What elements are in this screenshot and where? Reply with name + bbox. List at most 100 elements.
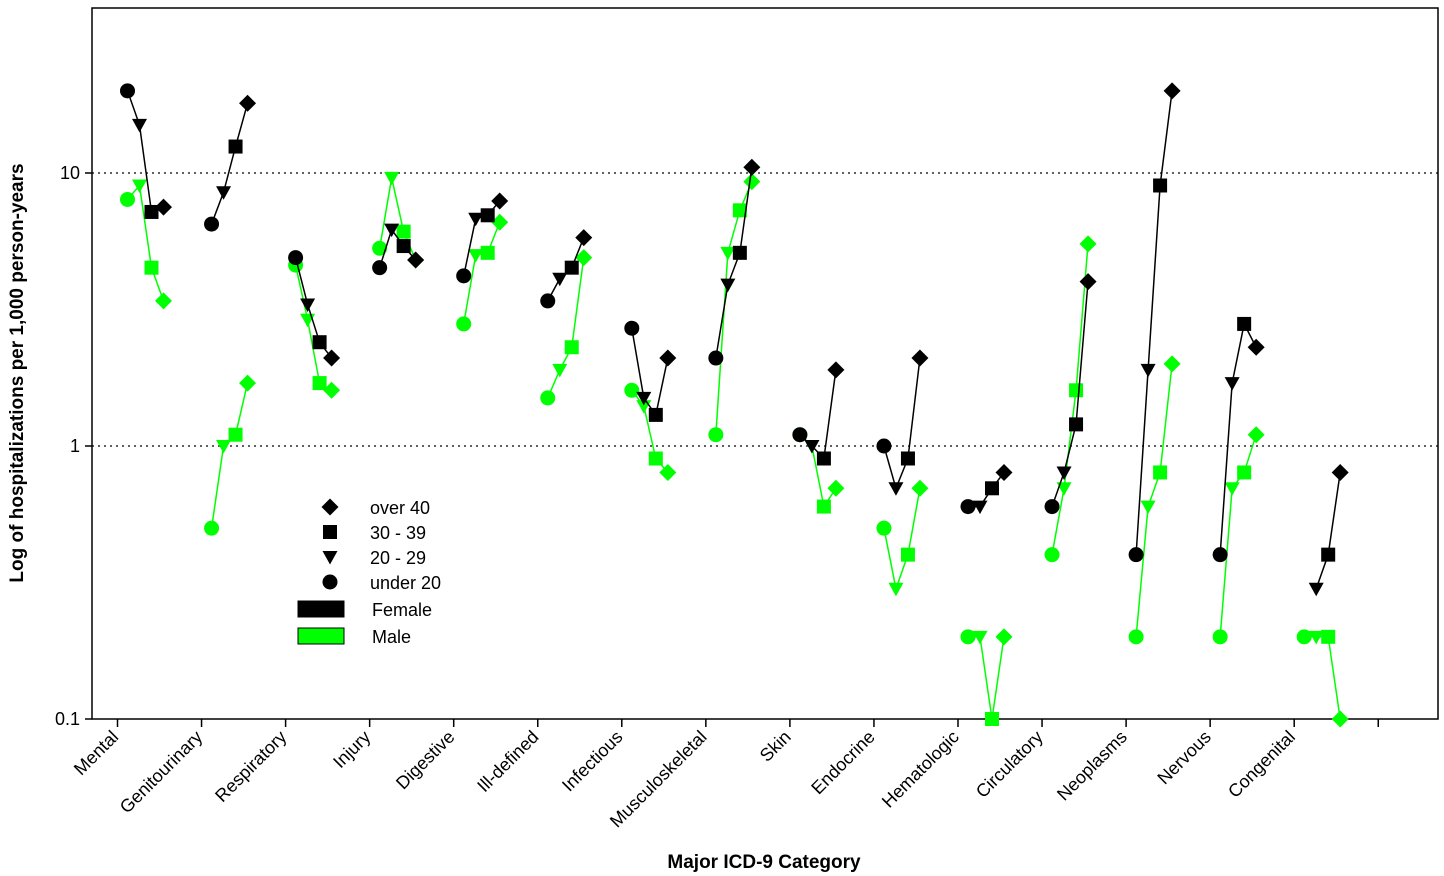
triangle-marker <box>1056 466 1072 480</box>
series-line <box>883 488 921 592</box>
circle-marker <box>1128 629 1144 645</box>
triangle-marker <box>300 298 316 312</box>
series-female <box>120 82 1349 597</box>
diamond-marker <box>659 349 677 367</box>
diamond-marker <box>995 463 1013 481</box>
triangle-marker <box>468 249 484 263</box>
diamond-marker <box>1079 235 1097 253</box>
triangle-marker <box>972 630 988 645</box>
square-marker <box>312 335 327 350</box>
square-marker <box>985 712 999 726</box>
diamond-marker <box>995 628 1013 646</box>
triangle-marker <box>888 482 904 496</box>
diamond-marker <box>911 479 929 497</box>
legend-swatch <box>297 600 345 618</box>
square-marker <box>732 203 747 218</box>
triangle-marker <box>552 272 568 287</box>
square-marker <box>480 245 495 260</box>
x-tick-label: Neoplasms <box>1053 727 1131 805</box>
series-line <box>294 257 333 359</box>
triangle-marker <box>1308 582 1324 597</box>
square-marker <box>648 451 663 466</box>
square-marker <box>816 451 831 466</box>
triangle-marker <box>972 500 988 515</box>
square-marker <box>396 224 411 239</box>
series-line <box>715 167 753 359</box>
series-line <box>1051 243 1089 555</box>
circle-marker <box>624 320 640 336</box>
x-tick-label: Genitourinary <box>116 727 207 818</box>
triangle-marker <box>132 179 147 193</box>
square-marker <box>1321 547 1336 562</box>
y-tick-label: 0.1 <box>55 709 80 729</box>
x-tick-label: Nervous <box>1153 727 1215 789</box>
circle-marker <box>1212 629 1228 645</box>
legend-square-marker <box>323 525 337 539</box>
circle-marker <box>456 268 472 284</box>
circle-marker <box>540 390 556 406</box>
y-axis-title: Log of hospitalizations per 1,000 person… <box>7 163 28 582</box>
series-line <box>1219 434 1257 637</box>
square-marker <box>396 239 411 254</box>
circle-marker <box>708 350 724 366</box>
legend-diamond-marker <box>321 498 339 516</box>
triangle-marker <box>1224 482 1240 496</box>
circle-marker <box>708 427 724 443</box>
series-line <box>210 103 249 225</box>
circle-marker <box>372 260 388 276</box>
triangle-marker <box>552 363 568 378</box>
series-line <box>547 257 585 399</box>
series-line <box>1315 472 1341 589</box>
circle-marker <box>792 427 808 443</box>
series-line <box>210 382 249 529</box>
triangle-marker <box>216 440 232 454</box>
x-axis-title: Major ICD-9 Category <box>667 852 861 873</box>
diamond-marker <box>239 94 257 112</box>
square-marker <box>1153 465 1168 480</box>
square-marker <box>1321 629 1336 644</box>
diamond-marker <box>155 292 172 310</box>
circle-marker <box>876 438 892 454</box>
diamond-marker <box>491 192 509 210</box>
grid-lines <box>92 172 1438 447</box>
series-line <box>126 183 165 302</box>
legend-triangle-marker <box>322 551 338 565</box>
diamond-marker <box>1331 710 1349 728</box>
triangle-marker <box>1140 500 1156 515</box>
square-marker <box>144 260 159 275</box>
legend-label: over 40 <box>370 498 430 518</box>
circle-marker <box>372 240 388 256</box>
circle-marker <box>120 191 135 207</box>
series-layer <box>120 82 1349 728</box>
square-marker <box>900 451 915 466</box>
legend-swatch <box>297 627 345 645</box>
square-marker <box>564 260 579 275</box>
diamond-marker <box>575 229 593 247</box>
diamond-marker <box>911 349 929 367</box>
diamond-marker <box>1331 463 1349 481</box>
series-line <box>1135 363 1173 637</box>
triangle-marker <box>720 246 736 261</box>
diamond-marker <box>491 213 509 231</box>
diamond-marker <box>575 249 593 267</box>
x-tick-label: Congenital <box>1224 727 1299 802</box>
circle-marker <box>960 629 976 645</box>
triangle-marker <box>804 440 820 454</box>
legend-label: 20 - 29 <box>370 548 426 568</box>
x-tick-label: Endocrine <box>807 727 878 798</box>
series-line <box>1304 636 1341 720</box>
square-marker <box>564 340 579 355</box>
x-tick-label: Infectious <box>558 727 627 796</box>
square-marker <box>228 427 243 442</box>
series-line <box>1051 281 1089 507</box>
triangle-marker <box>468 212 484 227</box>
triangle-marker <box>636 391 652 406</box>
circle-marker <box>876 520 892 536</box>
series-line <box>1135 90 1173 555</box>
diamond-marker <box>743 158 761 176</box>
legend: over 40 30 - 39 20 - 29 under 20 Female Male <box>297 498 441 647</box>
legend-label: 30 - 39 <box>370 523 426 543</box>
square-marker <box>1237 465 1252 480</box>
circle-marker <box>1044 547 1060 563</box>
